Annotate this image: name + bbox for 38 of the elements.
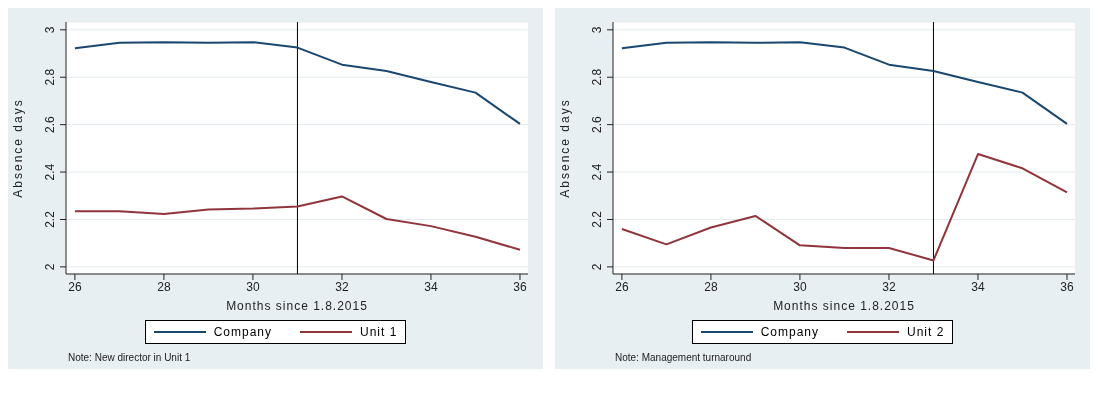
y-tick-label: 3	[43, 26, 57, 34]
y-tick-label: 2	[43, 263, 57, 271]
legend-label: Company	[760, 325, 819, 339]
legend-label: Unit 2	[907, 325, 945, 339]
legend-label: Company	[213, 325, 272, 339]
y-axis-title: Absence days	[558, 98, 573, 198]
x-tick-label: 32	[882, 279, 896, 294]
y-tick-label: 2.4	[590, 163, 604, 181]
x-tick-label: 26	[68, 279, 82, 294]
line-series	[620, 153, 1068, 262]
line-series	[620, 41, 1068, 125]
y-tick-label: 2.8	[590, 68, 604, 86]
line-series	[73, 41, 521, 125]
y-tick-label: 2.2	[590, 210, 604, 228]
x-tick-label: 36	[513, 279, 527, 294]
x-tick-label: 28	[157, 279, 171, 294]
y-axis-title: Absence days	[11, 98, 26, 198]
y-tick-label: 2.8	[43, 68, 57, 86]
y-tick-label: 2.6	[43, 115, 57, 133]
x-axis-title: Months since 1.8.2015	[226, 299, 368, 313]
x-tick-label: 34	[424, 279, 438, 294]
y-tick-label: 2.6	[590, 115, 604, 133]
line-series	[73, 195, 521, 251]
y-tick-label: 2.2	[43, 210, 57, 228]
x-tick-label: 34	[971, 279, 985, 294]
x-tick-label: 28	[704, 279, 718, 294]
y-tick-label: 3	[590, 26, 604, 34]
y-tick-label: 2	[590, 263, 604, 271]
text: Note: Management turnaround	[615, 352, 753, 363]
text: Note: New director in Unit 1	[68, 352, 192, 363]
y-tick-label: 2.4	[43, 163, 57, 181]
x-tick-label: 30	[246, 279, 260, 294]
x-tick-label: 32	[335, 279, 349, 294]
legend-label: Unit 1	[360, 325, 398, 339]
x-tick-label: 30	[793, 279, 807, 294]
x-tick-label: 26	[615, 279, 629, 294]
x-axis-title: Months since 1.8.2015	[773, 299, 915, 313]
x-tick-label: 36	[1060, 279, 1074, 294]
